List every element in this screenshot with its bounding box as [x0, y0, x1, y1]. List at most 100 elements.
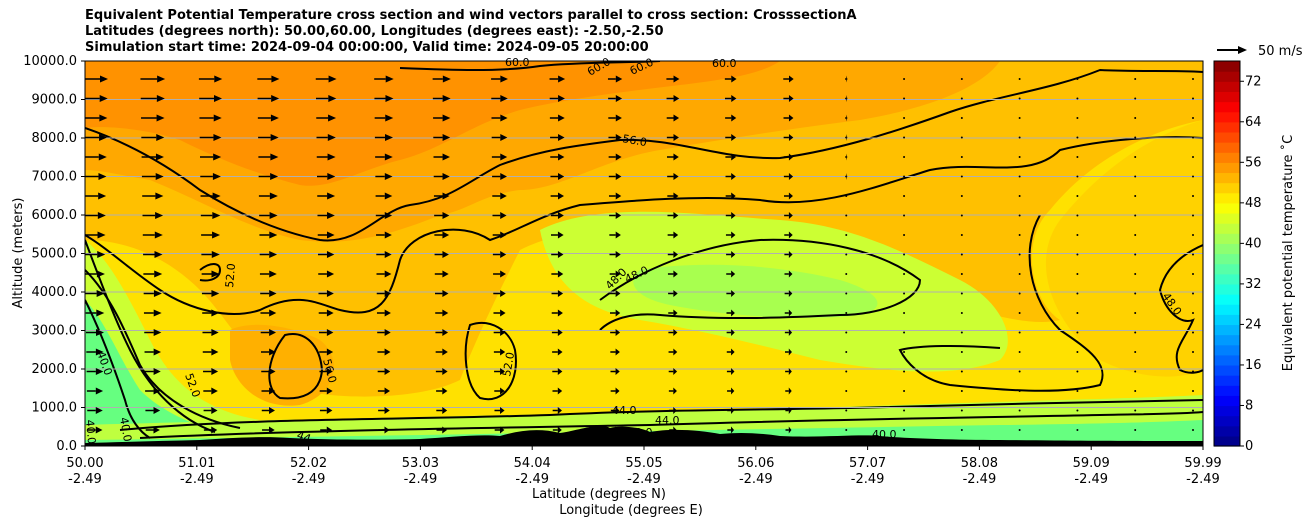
wind-vector: [1076, 136, 1079, 139]
wind-vector-head: [442, 368, 448, 375]
wind-vector: [960, 136, 963, 139]
wind-vector: [903, 156, 906, 158]
y-tick-label: 3000.0: [32, 324, 78, 339]
wind-vector: [1134, 312, 1137, 314]
wind-vector: [903, 97, 906, 100]
wind-vector-head: [673, 251, 679, 258]
colorbar-segment: [1214, 233, 1240, 244]
wind-vector: [1076, 370, 1079, 373]
wind-vector: [960, 253, 963, 256]
wind-vector: [845, 253, 848, 256]
wind-vector-head: [442, 251, 449, 258]
wind-vector-head: [500, 348, 506, 356]
wind-vectors: [85, 75, 1194, 434]
wind-vector-head: [214, 95, 223, 102]
wind-vector: [1134, 351, 1137, 353]
wind-vector: [903, 214, 906, 217]
wind-vector-head: [788, 368, 792, 375]
wind-vector: [1018, 273, 1021, 275]
wind-vector: [903, 331, 906, 334]
wind-vector-head: [156, 134, 165, 141]
colorbar-segment: [1214, 223, 1240, 234]
contour-label: 52.0: [223, 263, 238, 289]
wind-vector: [1192, 175, 1194, 178]
colorbar-tick-label: 56: [1245, 155, 1262, 170]
wind-vector-head: [673, 426, 677, 434]
y-tick-label: 1000.0: [32, 401, 78, 416]
wind-vector-head: [731, 153, 736, 161]
wind-vector-head: [673, 95, 680, 102]
wind-vector-head: [442, 75, 451, 83]
wind-vector-head: [558, 153, 565, 161]
wind-vector: [1018, 429, 1021, 431]
wind-vector-head: [673, 114, 680, 122]
wind-vector-head: [269, 329, 277, 336]
wind-vector: [960, 156, 963, 158]
wind-vector-head: [731, 329, 735, 336]
colorbar-segment: [1214, 91, 1240, 103]
wind-vector: [1076, 331, 1079, 334]
wind-vector: [1018, 156, 1021, 158]
wind-vector-head: [673, 173, 679, 180]
wind-vector-head: [327, 153, 336, 161]
wind-vector-head: [442, 192, 450, 200]
colorbar-segment: [1214, 162, 1240, 174]
colorbar-segment: [1214, 131, 1240, 143]
wind-vector-head: [788, 251, 793, 258]
wind-vector-head: [154, 270, 163, 278]
wind-vector-head: [500, 231, 507, 239]
wind-vector: [1076, 390, 1079, 392]
x-tick-label-lon: -2.49: [292, 472, 326, 487]
wind-vector-head: [328, 75, 337, 83]
wind-vector: [960, 175, 963, 178]
wind-vector: [845, 351, 848, 353]
wind-vector-head: [213, 134, 222, 141]
wind-vector-head: [270, 153, 279, 161]
wind-vector-head: [328, 114, 337, 122]
wind-vector-head: [95, 348, 104, 356]
wind-vector-head: [673, 231, 679, 239]
wind-vector-head: [788, 134, 794, 141]
wind-vector-head: [673, 348, 678, 356]
wind-vector-head: [269, 309, 277, 317]
colorbar-segment: [1214, 142, 1240, 153]
colorbar: 0 8 16 24 32 40 48 56 64 72: [1213, 60, 1262, 454]
wind-vector: [903, 429, 906, 431]
colorbar-tick-label: 0: [1245, 439, 1253, 454]
wind-vector-head: [788, 95, 794, 102]
wind-vector: [903, 390, 906, 392]
x-tick-label-lon: -2.49: [404, 472, 438, 487]
wind-vector-head: [615, 407, 620, 414]
wind-vector: [960, 117, 963, 119]
colorbar-segment: [1214, 152, 1240, 163]
colorbar-segment: [1214, 182, 1240, 194]
wind-vector-head: [269, 290, 277, 297]
wind-vector-head: [384, 368, 391, 375]
wind-vector-head: [442, 309, 449, 317]
x-tick-label-lat: 53.03: [402, 456, 439, 471]
wind-vector: [1134, 370, 1137, 373]
quiver-key-label: 50 m/s: [1258, 44, 1303, 59]
wind-vector: [960, 273, 963, 275]
wind-vector-head: [788, 114, 794, 122]
wind-vector-head: [500, 251, 507, 258]
wind-vector-head: [615, 270, 621, 278]
wind-vector: [1192, 331, 1194, 334]
colorbar-segment: [1214, 71, 1240, 82]
wind-vector: [960, 429, 963, 431]
wind-vector-head: [211, 251, 220, 258]
wind-vector: [903, 234, 906, 236]
wind-vector-head: [788, 192, 793, 200]
wind-vector-head: [500, 173, 507, 180]
wind-vector-head: [384, 426, 390, 434]
contour-label: 52.0: [500, 351, 517, 377]
wind-vector-head: [558, 95, 565, 102]
wind-vector-head: [673, 309, 678, 317]
wind-vector: [1018, 390, 1021, 392]
wind-vector-head: [442, 407, 448, 414]
colorbar-segment: [1214, 172, 1240, 184]
x-tick-label-lon: -2.49: [1074, 472, 1108, 487]
wind-vector-head: [442, 114, 451, 122]
wind-vector-head: [615, 173, 622, 180]
wind-vector-head: [673, 153, 679, 161]
